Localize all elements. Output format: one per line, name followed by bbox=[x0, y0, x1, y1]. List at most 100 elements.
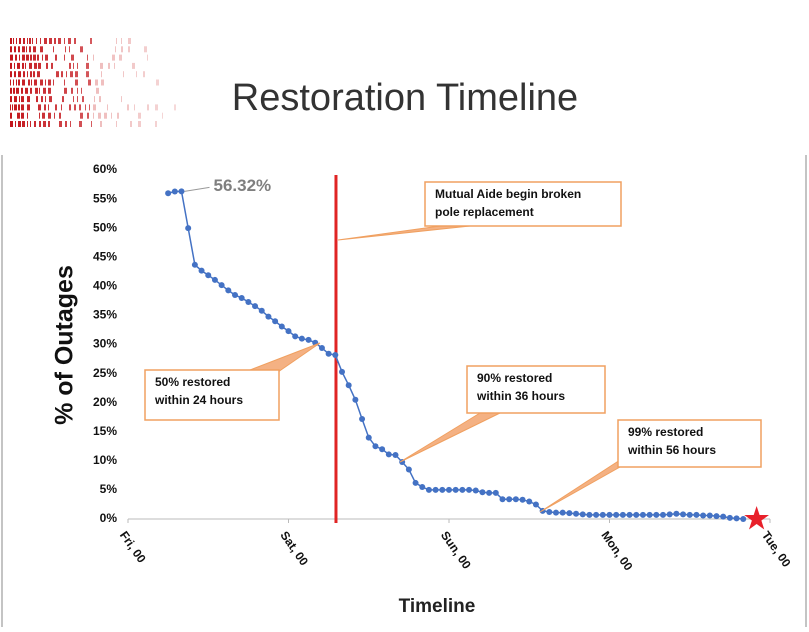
header-decoration bbox=[10, 38, 176, 127]
deco-stripe bbox=[77, 87, 78, 94]
callout-text: pole replacement bbox=[435, 205, 534, 219]
deco-stripe bbox=[74, 104, 76, 111]
data-point bbox=[359, 415, 366, 422]
data-point bbox=[446, 486, 452, 493]
deco-stripe bbox=[14, 62, 15, 69]
data-point bbox=[325, 350, 332, 357]
deco-stripe bbox=[18, 71, 21, 78]
data-point bbox=[345, 382, 352, 389]
deco-stripe bbox=[13, 87, 15, 94]
deco-stripe bbox=[14, 96, 17, 103]
data-point bbox=[392, 452, 399, 459]
data-point bbox=[205, 272, 212, 279]
deco-stripe bbox=[14, 104, 17, 111]
deco-stripe bbox=[59, 121, 62, 127]
data-point bbox=[706, 512, 713, 519]
deco-stripe bbox=[22, 121, 25, 127]
deco-stripe bbox=[64, 54, 65, 61]
deco-stripe bbox=[87, 54, 88, 61]
deco-stripe bbox=[96, 87, 99, 94]
deco-stripe bbox=[98, 112, 101, 119]
deco-stripe bbox=[26, 46, 27, 53]
data-point bbox=[693, 511, 700, 518]
deco-stripe bbox=[136, 71, 137, 78]
deco-stripe bbox=[10, 54, 13, 61]
deco-stripe bbox=[28, 79, 30, 86]
data-point bbox=[171, 188, 178, 195]
deco-stripe bbox=[119, 54, 122, 61]
data-point bbox=[272, 318, 279, 325]
data-point bbox=[165, 190, 172, 197]
deco-stripe bbox=[32, 38, 33, 44]
data-point bbox=[439, 486, 446, 493]
deco-stripe bbox=[80, 46, 83, 53]
data-point bbox=[566, 510, 573, 517]
deco-stripe bbox=[10, 62, 12, 69]
deco-stripe bbox=[15, 121, 16, 127]
deco-stripe bbox=[40, 79, 43, 86]
deco-stripe bbox=[38, 62, 41, 69]
callout-text: within 24 hours bbox=[154, 393, 243, 407]
data-point bbox=[265, 313, 272, 320]
y-tick-label: 55% bbox=[93, 191, 117, 205]
callout-text: Mutual Aide begin broken bbox=[435, 187, 581, 201]
deco-stripe bbox=[108, 62, 110, 69]
deco-stripe bbox=[53, 46, 54, 53]
deco-stripe bbox=[128, 46, 130, 53]
deco-stripe bbox=[27, 71, 28, 78]
slide-border bbox=[1, 155, 807, 627]
deco-stripe bbox=[17, 62, 20, 69]
data-point bbox=[573, 510, 580, 517]
data-point bbox=[700, 512, 707, 519]
deco-stripe bbox=[54, 38, 56, 44]
deco-stripe bbox=[53, 79, 54, 86]
data-point bbox=[740, 516, 747, 522]
deco-stripe bbox=[43, 121, 46, 127]
deco-stripe bbox=[121, 38, 122, 44]
deco-stripe bbox=[30, 71, 32, 78]
deco-stripe bbox=[49, 38, 52, 44]
deco-stripe bbox=[71, 87, 73, 94]
deco-stripe bbox=[39, 121, 41, 127]
callout-pointer bbox=[539, 459, 621, 513]
data-point bbox=[653, 511, 660, 518]
deco-stripe bbox=[34, 79, 37, 86]
deco-stripe bbox=[44, 104, 46, 111]
deco-stripe bbox=[42, 112, 45, 119]
deco-stripe bbox=[77, 96, 78, 103]
deco-stripe bbox=[86, 71, 89, 78]
data-point bbox=[626, 511, 633, 518]
data-point bbox=[526, 498, 533, 505]
callout-box bbox=[424, 181, 622, 227]
end-marker bbox=[744, 506, 769, 530]
data-point bbox=[633, 511, 640, 518]
data-point bbox=[499, 496, 506, 503]
deco-stripe bbox=[61, 71, 63, 78]
deco-stripe bbox=[73, 96, 74, 103]
deco-stripe bbox=[33, 46, 36, 53]
deco-stripe bbox=[13, 79, 14, 86]
data-point bbox=[479, 489, 486, 496]
data-point bbox=[379, 446, 386, 453]
deco-stripe bbox=[30, 54, 32, 61]
data-point bbox=[686, 511, 693, 518]
deco-stripe bbox=[15, 54, 17, 61]
data-point bbox=[546, 509, 553, 516]
data-point bbox=[178, 188, 185, 195]
data-point bbox=[372, 443, 379, 450]
data-point bbox=[339, 368, 345, 375]
deco-stripe bbox=[68, 38, 71, 44]
deco-stripe bbox=[138, 121, 141, 127]
data-point bbox=[278, 323, 285, 330]
deco-stripe bbox=[46, 62, 48, 69]
y-tick-label: 15% bbox=[93, 424, 117, 438]
deco-stripe bbox=[111, 112, 112, 119]
deco-stripe bbox=[101, 79, 104, 86]
data-point bbox=[519, 496, 526, 503]
data-label: 56.32% bbox=[214, 176, 272, 195]
deco-stripe bbox=[162, 112, 163, 119]
data-point bbox=[419, 484, 426, 491]
data-point bbox=[680, 511, 687, 518]
deco-stripe bbox=[19, 54, 20, 61]
